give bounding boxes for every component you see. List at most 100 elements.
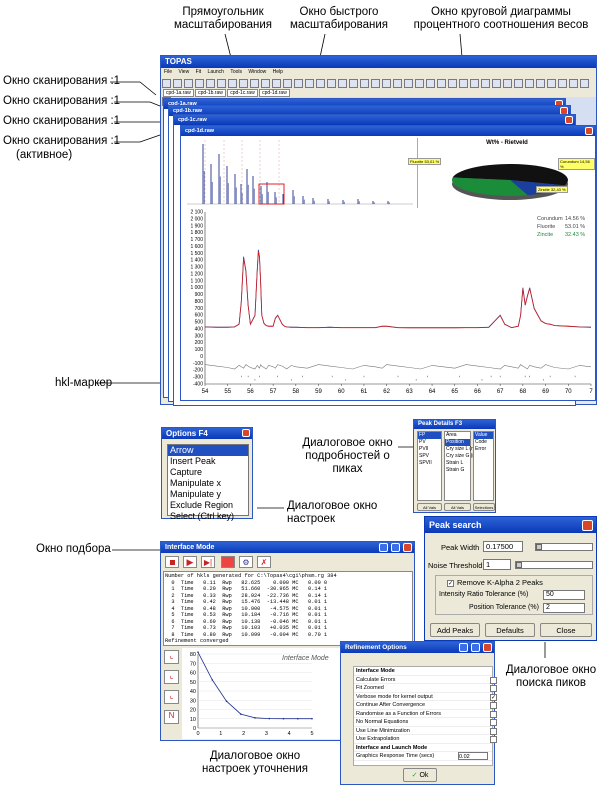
toolbar-icon[interactable] xyxy=(283,79,292,88)
minimize-icon[interactable] xyxy=(459,643,468,652)
refine-option-row[interactable]: Use Extrapolation xyxy=(354,735,497,744)
peak-details-item[interactable]: PV xyxy=(419,439,426,445)
graph-icon-4[interactable]: N xyxy=(164,710,179,724)
graph-icon-2[interactable]: ⌞ xyxy=(164,670,179,684)
menu-item-launch[interactable]: Launch xyxy=(207,69,224,75)
peak-details-item[interactable]: Error xyxy=(475,446,487,452)
refine-option-row[interactable]: Fit Zoomed xyxy=(354,684,497,693)
refine-option-checkbox[interactable] xyxy=(490,702,497,709)
menu-item-fit[interactable]: Fit xyxy=(195,69,202,75)
options-item[interactable]: Insert Peak xyxy=(170,456,216,466)
close-button[interactable]: Close xyxy=(540,623,592,637)
peak-details-item[interactable]: Strain G xyxy=(446,467,465,473)
refine-option-checkbox[interactable] xyxy=(490,676,497,684)
toolbar-icon[interactable] xyxy=(481,79,490,88)
settings-icon[interactable]: ⚙ xyxy=(239,556,253,568)
toolbar-icon[interactable] xyxy=(173,79,182,88)
file-tab-1[interactable]: cpd-1a.raw xyxy=(163,89,194,97)
toolbar-icon[interactable] xyxy=(437,79,446,88)
peak-details-item[interactable]: SPVII xyxy=(419,460,432,466)
toolbar-icon[interactable] xyxy=(580,79,589,88)
peak-details-item[interactable]: PVII xyxy=(419,446,429,452)
peak-details-item[interactable]: Cry size G (nm) xyxy=(446,453,481,459)
toolbar-icon[interactable] xyxy=(459,79,468,88)
toolbar-icon[interactable] xyxy=(382,79,391,88)
refine-option-row[interactable]: Randomise as a Function of Errors xyxy=(354,710,497,718)
tools-icon[interactable]: ✗ xyxy=(257,556,271,568)
toolbar-icon[interactable] xyxy=(184,79,193,88)
close-icon[interactable] xyxy=(585,127,593,135)
step-icon[interactable]: ▶| xyxy=(201,556,215,568)
toolbar-icon[interactable] xyxy=(294,79,303,88)
options-item[interactable]: Exclude Region xyxy=(170,500,234,510)
peak-details-item[interactable]: Area xyxy=(446,432,457,438)
menu-item-window[interactable]: Window xyxy=(248,69,267,75)
toolbar-icon[interactable] xyxy=(558,79,567,88)
graph-icon-3[interactable]: ⌞ xyxy=(164,690,179,704)
refine-option-checkbox[interactable] xyxy=(490,719,497,726)
toolbar-icon[interactable] xyxy=(503,79,512,88)
close-icon[interactable] xyxy=(582,520,593,531)
toolbar-icon[interactable] xyxy=(250,79,259,88)
refine-option-checkbox[interactable] xyxy=(490,736,497,743)
ok-button[interactable]: ✓ Ok xyxy=(403,768,437,782)
toolbar-icon[interactable] xyxy=(195,79,204,88)
peak-details-item[interactable]: Cry size L (nm) xyxy=(446,446,480,452)
toolbar-icon[interactable] xyxy=(514,79,523,88)
options-item[interactable]: Manipulate x xyxy=(170,478,222,488)
peak-details-item[interactable]: FP xyxy=(418,432,441,439)
toolbar-icon[interactable] xyxy=(569,79,578,88)
options-item[interactable]: Select (Ctrl key) xyxy=(170,511,235,521)
toolbar-icon[interactable] xyxy=(162,79,171,88)
minimize-icon[interactable] xyxy=(379,543,388,552)
peak-details-item[interactable]: Position xyxy=(445,439,470,446)
toolbar-icon[interactable] xyxy=(470,79,479,88)
toolbar-icon[interactable] xyxy=(316,79,325,88)
position-tolerance-input[interactable]: 2 xyxy=(543,603,585,613)
noise-threshold-slider[interactable] xyxy=(515,561,593,569)
response-time-input[interactable]: 0.02 xyxy=(458,752,488,760)
toolbar-icon[interactable] xyxy=(547,79,556,88)
menu-item-help[interactable]: Help xyxy=(272,69,283,75)
run-icon[interactable]: ▶ xyxy=(183,556,197,568)
refine-option-checkbox[interactable]: ✓ xyxy=(490,693,497,701)
close-icon[interactable] xyxy=(242,429,250,437)
refine-option-row[interactable]: Use Line Minimization xyxy=(354,727,497,735)
toolbar-icon[interactable] xyxy=(360,79,369,88)
peak-details-item[interactable]: Strain L xyxy=(446,460,464,466)
scan-window-active[interactable]: cpd-1d.raw Wt% - Rietveld Fluorite 53,01… xyxy=(180,125,596,401)
toolbar-icon[interactable] xyxy=(272,79,281,88)
peak-width-input[interactable]: 0.17500 xyxy=(483,541,523,552)
file-tab-2[interactable]: cpd-1b.raw xyxy=(195,89,226,97)
toolbar-icon[interactable] xyxy=(327,79,336,88)
options-item[interactable]: Manipulate y xyxy=(170,489,222,499)
refine-option-checkbox[interactable] xyxy=(490,727,497,735)
toolbar-icon[interactable] xyxy=(349,79,358,88)
peak-width-slider[interactable] xyxy=(535,543,593,551)
file-tab-4[interactable]: cpd-1d.raw xyxy=(259,89,290,97)
remove-kalpha2-checkbox[interactable]: ✓ Remove K-Alpha 2 Peaks xyxy=(447,578,543,587)
add-peaks-button[interactable]: Add Peaks xyxy=(430,623,480,637)
peak-details-item[interactable]: Code xyxy=(475,439,487,445)
quick-zoom-window[interactable] xyxy=(183,138,415,208)
toolbar-icon[interactable] xyxy=(536,79,545,88)
toolbar-icon[interactable] xyxy=(492,79,501,88)
toolbar-icon[interactable] xyxy=(239,79,248,88)
toolbar-icon[interactable] xyxy=(261,79,270,88)
menu-item-view[interactable]: View xyxy=(178,69,190,75)
toolbar-icon[interactable] xyxy=(217,79,226,88)
toolbar-icon[interactable] xyxy=(404,79,413,88)
refine-option-row[interactable]: Verbose mode for kernel output ✓ xyxy=(354,693,497,701)
graph-icon-1[interactable]: ⌞ xyxy=(164,650,179,664)
close-icon[interactable] xyxy=(483,643,492,652)
all-vals-button-2[interactable]: All Vals xyxy=(444,503,471,511)
toolbar-icon[interactable] xyxy=(305,79,314,88)
menu-item-tools[interactable]: Tools xyxy=(230,69,243,75)
menu-item-file[interactable]: File xyxy=(164,69,173,75)
toolbar-icon[interactable] xyxy=(448,79,457,88)
peak-details-item[interactable]: SPV xyxy=(419,453,430,459)
toolbar-icon[interactable] xyxy=(206,79,215,88)
noise-threshold-input[interactable]: 1 xyxy=(483,559,511,570)
stop-icon[interactable] xyxy=(165,556,179,568)
